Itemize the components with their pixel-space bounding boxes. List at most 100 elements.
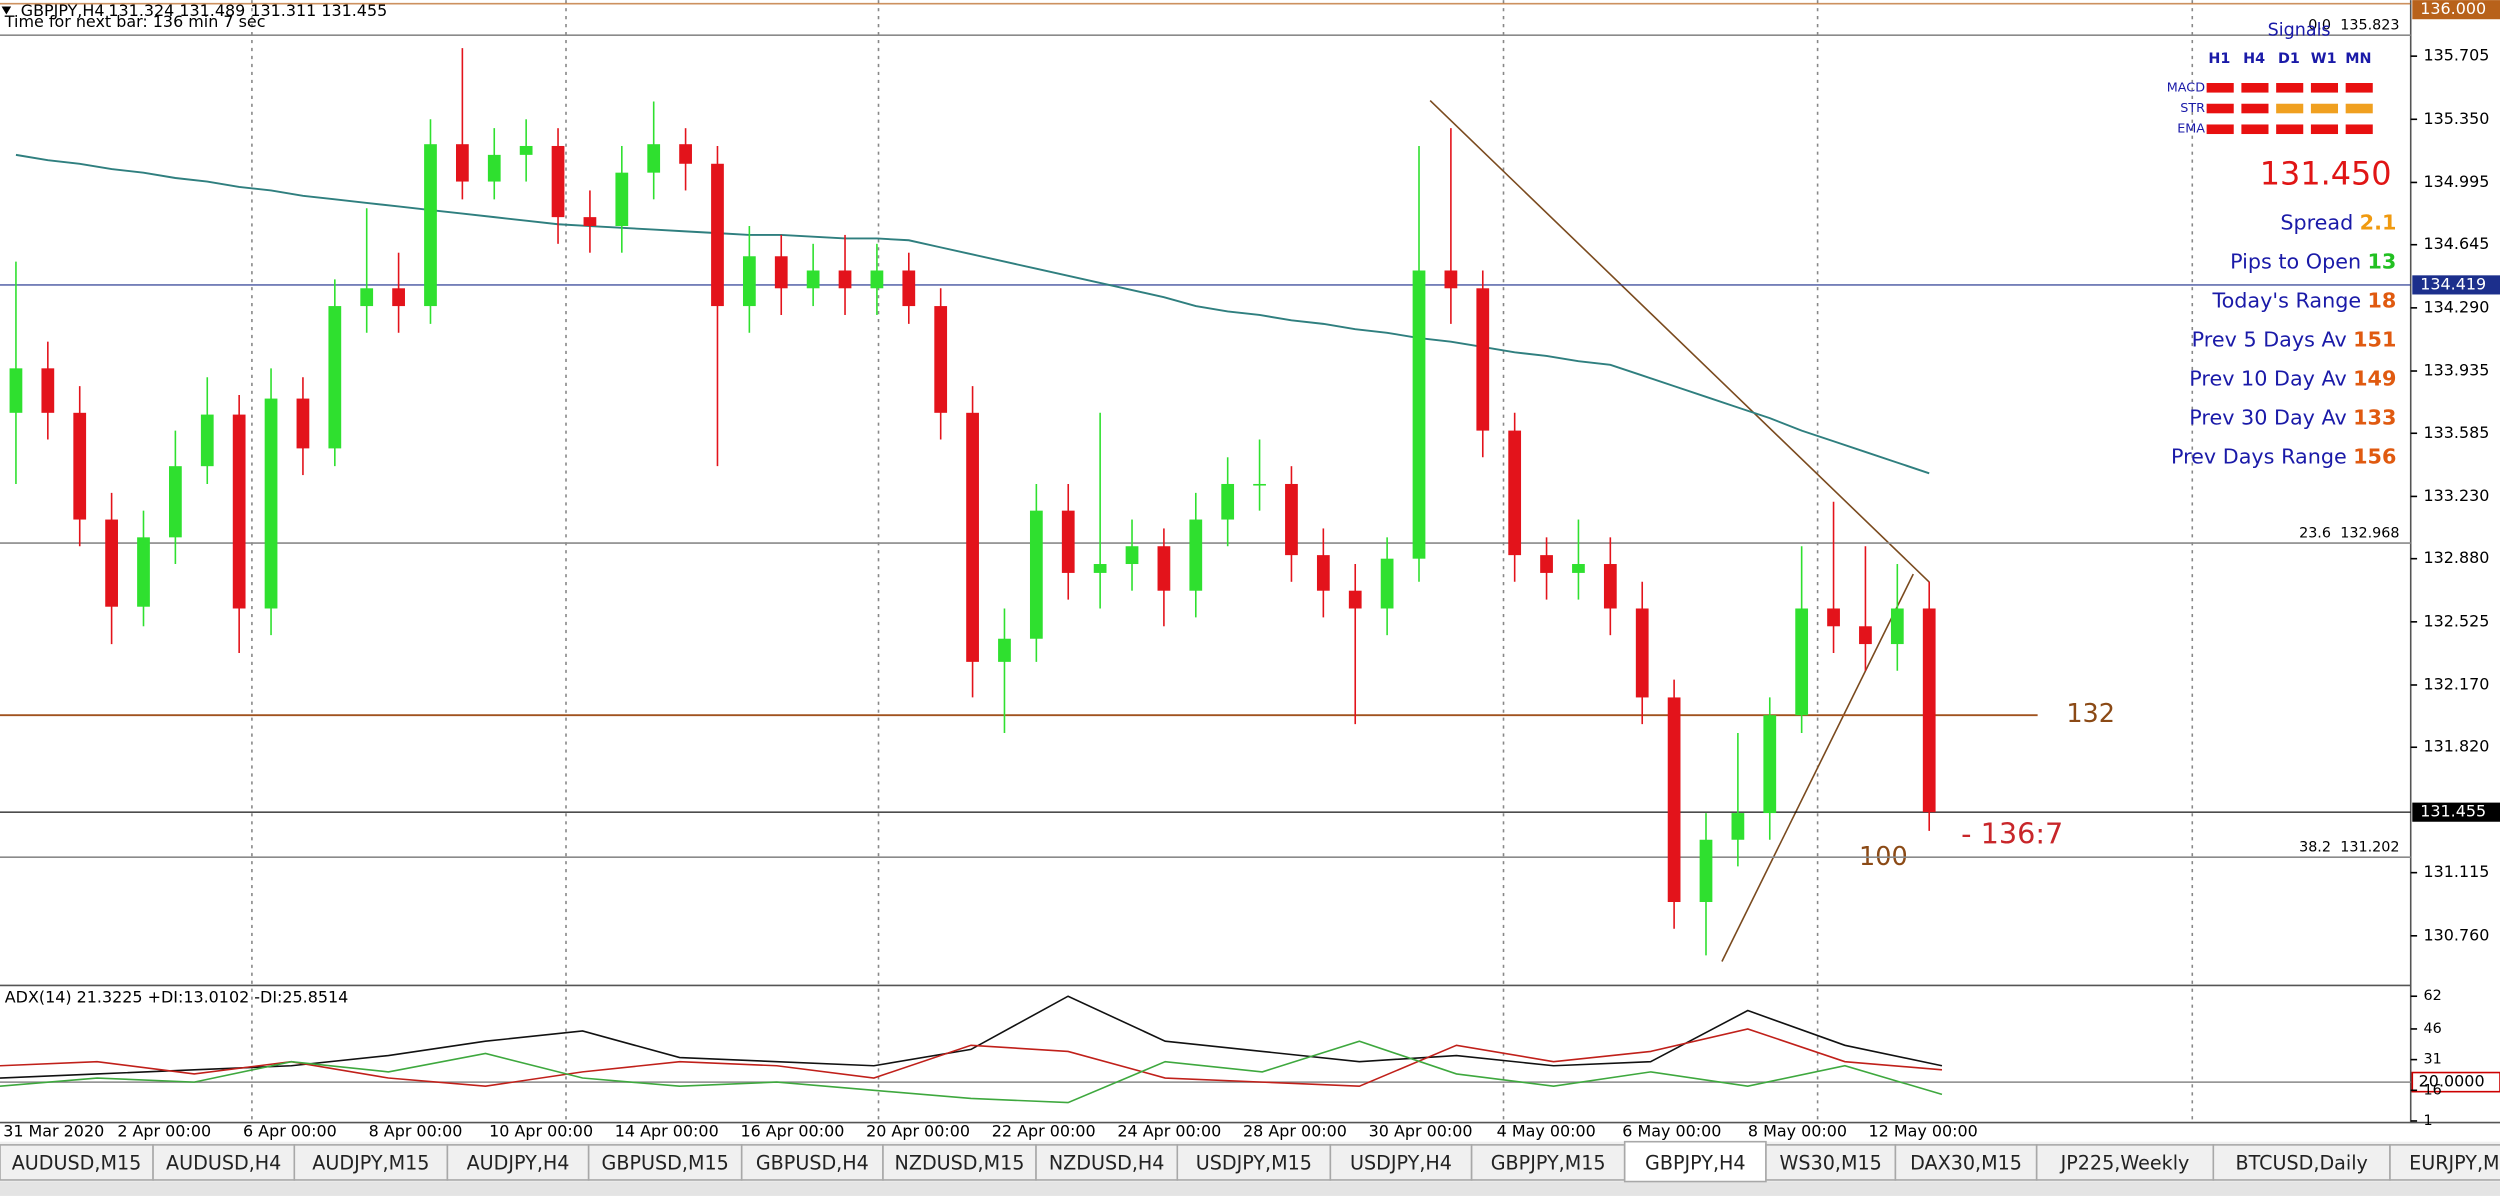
y-tick-label: 135.705 <box>2423 46 2489 65</box>
candle-body <box>328 306 342 449</box>
tab-label[interactable]: AUDJPY,M15 <box>312 1152 429 1175</box>
tab-label[interactable]: GBPJPY,M15 <box>1491 1152 1606 1175</box>
tab[interactable] <box>0 1144 154 1181</box>
candle-body <box>424 144 437 307</box>
tab-label[interactable]: EURJPY,M15 <box>2409 1152 2500 1175</box>
signal-cell <box>2276 103 2304 114</box>
tab[interactable] <box>1329 1144 1473 1181</box>
tab-label[interactable]: JP225,Weekly <box>2060 1152 2190 1175</box>
x-tick-label: 20 Apr 00:00 <box>866 1122 970 1141</box>
candle-body <box>870 270 884 289</box>
adx-tick-label: 46 <box>2423 1021 2441 1037</box>
adx-line <box>0 1040 1943 1104</box>
info-label: Prev Days Range <box>2171 445 2347 469</box>
adx-level-label: 20.0000 <box>2419 1072 2485 1091</box>
tab-label[interactable]: USDJPY,M15 <box>1196 1152 1312 1175</box>
candle-body <box>1667 697 1681 903</box>
signal-cell <box>2241 124 2269 135</box>
x-tick-label: 8 May 00:00 <box>1748 1122 1847 1141</box>
signal-column: D1 <box>2278 51 2300 67</box>
candle-body <box>1253 483 1266 486</box>
candle-body <box>742 256 756 307</box>
tab[interactable] <box>1470 1144 1626 1181</box>
candle-body <box>1699 839 1713 903</box>
tab[interactable] <box>740 1144 884 1181</box>
y-tick-label: 133.935 <box>2423 361 2489 380</box>
y-tick-label: 134.995 <box>2423 172 2489 191</box>
signal-cell <box>2310 103 2339 114</box>
tab-label[interactable]: AUDUSD,H4 <box>166 1152 281 1175</box>
x-tick-label: 12 May 00:00 <box>1869 1122 1978 1141</box>
adx-tick-label: 31 <box>2423 1052 2441 1068</box>
tab-label[interactable]: AUDJPY,H4 <box>467 1152 570 1175</box>
adx-line <box>0 1028 1943 1088</box>
annotation: - 136:7 <box>1961 817 2063 851</box>
candle-body <box>934 306 948 413</box>
candle-body <box>1922 608 1936 813</box>
tab-label[interactable]: GBPUSD,M15 <box>602 1152 729 1175</box>
tab[interactable] <box>2389 1144 2500 1181</box>
tab[interactable] <box>1894 1144 2038 1181</box>
tab[interactable] <box>152 1144 296 1181</box>
candle-body <box>1157 546 1171 591</box>
signal-cell <box>2345 103 2373 114</box>
candle-body <box>838 270 852 289</box>
info-row: Prev 5 Days Av 151 <box>2192 328 2397 352</box>
x-tick-label: 6 May 00:00 <box>1622 1122 1721 1141</box>
y-tick-label: 134.645 <box>2423 234 2489 253</box>
candle-body <box>1572 564 1585 573</box>
candle-body <box>1061 510 1075 573</box>
tab-label[interactable]: NZDUSD,M15 <box>895 1152 1025 1175</box>
info-row: Today's Range 18 <box>2211 288 2396 312</box>
status-bar <box>0 1181 2500 1196</box>
signal-column: MN <box>2345 51 2371 67</box>
tab-label[interactable]: USDJPY,H4 <box>1350 1152 1452 1175</box>
signal-cell <box>2206 124 2234 135</box>
fib-price: 132.968 <box>2340 525 2399 541</box>
candle-body <box>360 288 374 307</box>
info-value: 13 <box>2368 249 2397 273</box>
candle-body <box>1795 608 1809 716</box>
tab-label[interactable]: AUDUSD,M15 <box>12 1152 142 1175</box>
tab[interactable] <box>587 1144 743 1181</box>
candle-body <box>1890 608 1904 645</box>
y-tick-label: 132.880 <box>2423 548 2489 567</box>
x-tick-label: 10 Apr 00:00 <box>489 1122 593 1141</box>
tab-label[interactable]: WS30,M15 <box>1780 1152 1882 1175</box>
tab-label[interactable]: GBPJPY,H4 <box>1645 1152 1746 1175</box>
collapse-icon[interactable] <box>1 6 12 15</box>
adx-level-tag <box>2411 1071 2500 1093</box>
fib-ratio: 23.6 <box>2299 525 2331 541</box>
info-label: Today's Range <box>2211 288 2361 312</box>
x-tick-label: 4 May 00:00 <box>1497 1122 1596 1141</box>
candle-body <box>615 172 629 227</box>
candle-body <box>774 256 788 289</box>
tab-label[interactable]: NZDUSD,H4 <box>1049 1152 1165 1175</box>
tab[interactable] <box>1035 1144 1179 1181</box>
tab[interactable] <box>882 1144 1037 1181</box>
candle-body <box>902 270 916 307</box>
info-value: 133 <box>2353 406 2396 430</box>
candle-body <box>1285 483 1298 556</box>
info-label: Prev 5 Days Av <box>2192 328 2347 352</box>
tab[interactable] <box>293 1144 449 1181</box>
candle-body <box>711 163 724 307</box>
tab-label[interactable]: DAX30,M15 <box>1910 1152 2022 1175</box>
x-tick-label: 24 Apr 00:00 <box>1117 1122 1221 1141</box>
symbol: GBPJPY,H4 <box>21 1 105 20</box>
tab-label[interactable]: GBPUSD,H4 <box>756 1152 869 1175</box>
tab[interactable] <box>1176 1144 1332 1181</box>
adx-line <box>0 995 1943 1079</box>
signal-cell <box>2276 83 2304 93</box>
x-tick-label: 30 Apr 00:00 <box>1369 1122 1473 1141</box>
candle-body <box>1189 519 1203 591</box>
candle-body <box>1093 564 1107 573</box>
tab[interactable] <box>2035 1144 2215 1181</box>
candle-body <box>1476 288 1490 431</box>
tab-label[interactable]: BTCUSD,Daily <box>2235 1152 2367 1175</box>
tab[interactable] <box>446 1144 590 1181</box>
candle-body <box>1444 270 1458 289</box>
